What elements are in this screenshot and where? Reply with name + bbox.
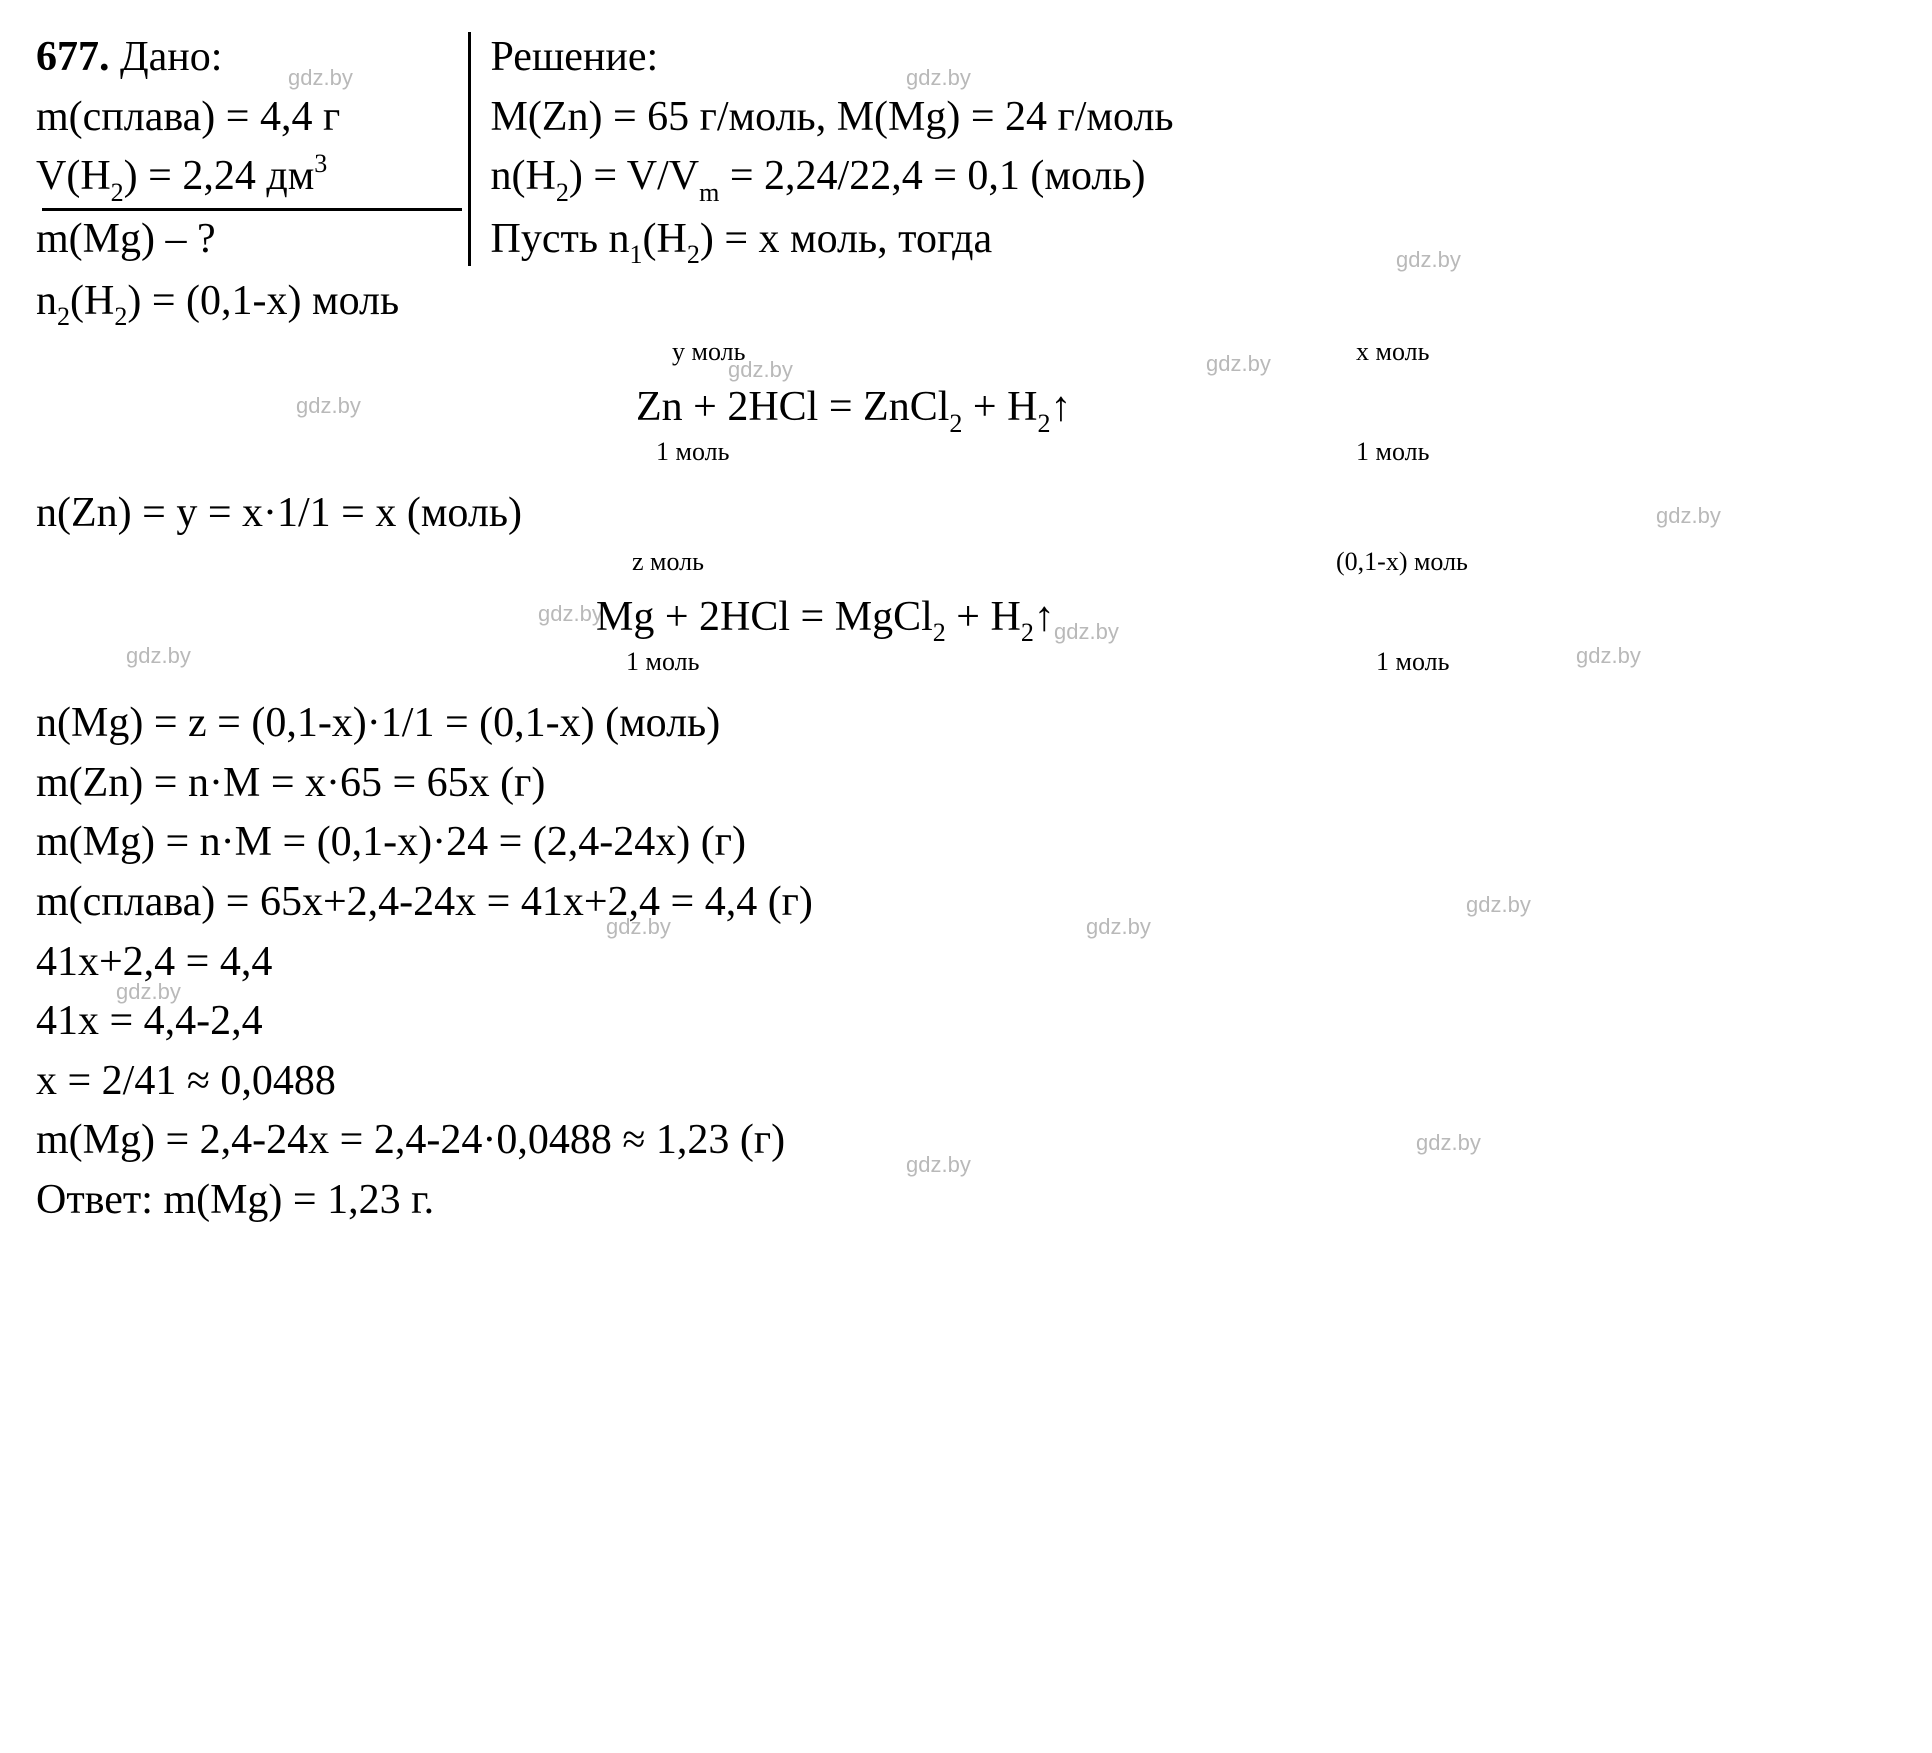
sol-molar-masses: M(Zn) = 65 г/моль, M(Mg) = 24 г/моль bbox=[479, 88, 1174, 148]
sol-let-a: Пусть n bbox=[491, 216, 630, 262]
row-n2-h2: n2(H2) = (0,1-x) моль bbox=[36, 272, 1896, 334]
solution-page: 677. Дано: Решение: gdz.by gdz.by m(спла… bbox=[36, 28, 1896, 1231]
eq2-ann-bot-right: 1 моль bbox=[1376, 644, 1449, 681]
watermark: gdz.by bbox=[1206, 348, 1271, 379]
subscript-2: 2 bbox=[57, 302, 70, 331]
eq1-ann-top-left: у моль bbox=[672, 334, 745, 371]
row-n-zn: n(Zn) = y = x·1/1 = x (моль) gdz.by bbox=[36, 484, 1896, 544]
row-given-3: m(Mg) – ? Пусть n1(H2) = x моль, тогда g… bbox=[36, 210, 1896, 272]
eq1-main-b: + H bbox=[962, 384, 1037, 430]
subscript-2: 2 bbox=[114, 302, 127, 331]
eq1-ann-top-right: х моль bbox=[1356, 334, 1429, 371]
up-arrow-icon bbox=[1050, 384, 1071, 430]
eq2-main-b: + H bbox=[946, 594, 1021, 640]
row-eq-step-2: 41x = 4,4-2,4 gdz.by bbox=[36, 992, 1896, 1052]
subscript-2: 2 bbox=[949, 409, 962, 438]
solution-label: Решение: bbox=[479, 28, 659, 88]
watermark: gdz.by bbox=[126, 640, 191, 671]
subscript-2: 2 bbox=[687, 240, 700, 269]
up-arrow-icon bbox=[1034, 594, 1055, 640]
eq2-ann-bot-left: 1 моль bbox=[626, 644, 699, 681]
n-zn-calc: n(Zn) = y = x·1/1 = x (моль) bbox=[36, 490, 522, 536]
row-header: 677. Дано: Решение: gdz.by gdz.by bbox=[36, 28, 1896, 88]
equation-2-block: gdz.by gdz.by z моль (0,1-х) моль Mg + 2… bbox=[596, 544, 1896, 694]
equation-1-block: gdz.by gdz.by gdz.by у моль х моль Zn + … bbox=[636, 334, 1896, 484]
row-eq-step-3: x = 2/41 ≈ 0,0488 bbox=[36, 1052, 1896, 1112]
eq2-ann-top-right: (0,1-х) моль bbox=[1336, 544, 1468, 581]
watermark: gdz.by bbox=[1396, 244, 1461, 275]
given-solution-block: 677. Дано: Решение: gdz.by gdz.by m(спла… bbox=[36, 28, 1896, 272]
row-m-zn: m(Zn) = n·M = x·65 = 65x (г) bbox=[36, 754, 1896, 814]
eq1-ann-bot-right: 1 моль bbox=[1356, 434, 1429, 471]
watermark: gdz.by bbox=[1656, 500, 1721, 531]
given-volume-label: V(H bbox=[36, 153, 111, 199]
given-label: Дано: bbox=[120, 34, 222, 80]
eq2-main-a: Mg + 2HCl = MgCl bbox=[596, 594, 933, 640]
watermark: gdz.by bbox=[1054, 616, 1119, 647]
subscript-2: 2 bbox=[1037, 409, 1050, 438]
sol-n-h2-b: ) = V/V bbox=[569, 153, 699, 199]
watermark: gdz.by bbox=[1466, 889, 1531, 920]
eq2-main: Mg + 2HCl = MgCl2 + H2 bbox=[596, 588, 1055, 650]
superscript-3: 3 bbox=[314, 149, 327, 178]
eq1-main-a: Zn + 2HCl = ZnCl bbox=[636, 384, 949, 430]
given-mass-alloy-label: m(сплава) = bbox=[36, 94, 260, 140]
row-eq-step-1: 41x+2,4 = 4,4 bbox=[36, 933, 1896, 993]
watermark: gdz.by bbox=[538, 598, 603, 629]
given-mass-alloy-value: 4,4 г bbox=[260, 94, 340, 140]
sol-n-h2-c: = 2,24/22,4 = 0,1 (моль) bbox=[719, 153, 1145, 199]
find-mass-mg: m(Mg) – ? bbox=[36, 216, 216, 262]
sol-let-c: ) = x моль, тогда bbox=[700, 216, 992, 262]
eq2-ann-top-left: z моль bbox=[632, 544, 704, 581]
row-m-mg: m(Mg) = n·M = (0,1-x)·24 = (2,4-24x) (г) bbox=[36, 813, 1896, 873]
n2-c: ) = (0,1-x) моль bbox=[127, 278, 399, 324]
watermark: gdz.by bbox=[1576, 640, 1641, 671]
eq-step-2: 41x = 4,4-2,4 bbox=[36, 998, 263, 1044]
subscript-2: 2 bbox=[556, 178, 569, 207]
subscript-m: m bbox=[699, 178, 719, 207]
subscript-2: 2 bbox=[933, 618, 946, 647]
subscript-1: 1 bbox=[629, 240, 642, 269]
row-m-mg-final: m(Mg) = 2,4-24x = 2,4-24·0,0488 ≈ 1,23 (… bbox=[36, 1111, 1896, 1171]
row-n-mg: n(Mg) = z = (0,1-x)·1/1 = (0,1-x) (моль) bbox=[36, 694, 1896, 754]
row-given-2: V(H2) = 2,24 дм3 n(H2) = V/Vm = 2,24/22,… bbox=[36, 147, 1896, 209]
n2-a: n bbox=[36, 278, 57, 324]
m-alloy-calc: m(сплава) = 65x+2,4-24x = 41x+2,4 = 4,4 … bbox=[36, 879, 813, 925]
row-m-alloy: m(сплава) = 65x+2,4-24x = 41x+2,4 = 4,4 … bbox=[36, 873, 1896, 933]
watermark: gdz.by bbox=[296, 390, 361, 421]
subscript-2: 2 bbox=[111, 178, 124, 207]
problem-number: 677. bbox=[36, 34, 110, 80]
sol-n-h2-a: n(H bbox=[491, 153, 556, 199]
n2-b: (H bbox=[70, 278, 114, 324]
subscript-2: 2 bbox=[1021, 618, 1034, 647]
eq1-main: Zn + 2HCl = ZnCl2 + H2 bbox=[636, 378, 1071, 440]
watermark: gdz.by bbox=[1416, 1127, 1481, 1158]
sol-let-b: (H bbox=[643, 216, 687, 262]
m-mg-final: m(Mg) = 2,4-24x = 2,4-24·0,0488 ≈ 1,23 (… bbox=[36, 1117, 785, 1163]
eq1-ann-bot-left: 1 моль bbox=[656, 434, 729, 471]
given-volume-value: ) = 2,24 дм bbox=[124, 153, 315, 199]
row-answer: Ответ: m(Mg) = 1,23 г. bbox=[36, 1171, 1896, 1231]
row-given-1: m(сплава) = 4,4 г M(Zn) = 65 г/моль, M(M… bbox=[36, 88, 1896, 148]
